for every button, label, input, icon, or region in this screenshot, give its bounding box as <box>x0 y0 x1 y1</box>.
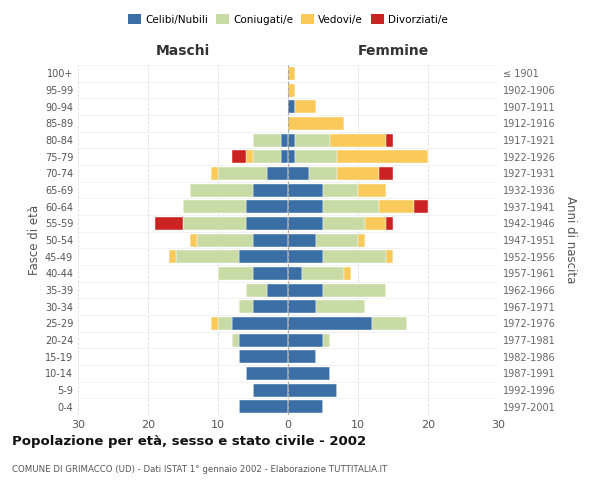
Bar <box>190 184 253 196</box>
Bar <box>330 134 386 146</box>
Bar <box>323 334 330 346</box>
Bar <box>246 200 288 213</box>
Bar <box>253 134 281 146</box>
Bar <box>288 250 323 263</box>
Bar <box>288 267 302 280</box>
Bar <box>183 200 246 213</box>
Bar <box>218 267 253 280</box>
Bar <box>239 400 288 413</box>
Bar <box>239 300 253 313</box>
Bar <box>288 84 295 96</box>
Bar <box>323 217 365 230</box>
Bar <box>379 200 414 213</box>
Bar <box>288 234 316 246</box>
Bar <box>337 167 379 180</box>
Bar <box>267 167 288 180</box>
Bar <box>155 217 183 230</box>
Text: Popolazione per età, sesso e stato civile - 2002: Popolazione per età, sesso e stato civil… <box>12 435 366 448</box>
Bar <box>197 234 253 246</box>
Bar <box>323 184 358 196</box>
Bar <box>288 334 323 346</box>
Bar <box>288 284 323 296</box>
Bar <box>169 250 176 263</box>
Bar <box>239 350 288 363</box>
Bar <box>253 184 288 196</box>
Bar <box>288 184 323 196</box>
Bar <box>183 217 246 230</box>
Bar <box>414 200 428 213</box>
Bar <box>323 250 386 263</box>
Bar <box>288 117 344 130</box>
Bar <box>288 350 316 363</box>
Text: COMUNE DI GRIMACCO (UD) - Dati ISTAT 1° gennaio 2002 - Elaborazione TUTTITALIA.I: COMUNE DI GRIMACCO (UD) - Dati ISTAT 1° … <box>12 465 387 474</box>
Bar <box>253 267 288 280</box>
Bar <box>288 300 316 313</box>
Bar <box>211 317 218 330</box>
Bar <box>295 134 330 146</box>
Bar <box>288 200 323 213</box>
Bar <box>288 317 372 330</box>
Bar <box>253 300 288 313</box>
Bar <box>386 134 393 146</box>
Text: Femmine: Femmine <box>358 44 428 59</box>
Bar <box>288 384 337 396</box>
Bar <box>295 150 337 163</box>
Bar <box>218 167 267 180</box>
Bar <box>288 67 295 80</box>
Y-axis label: Fasce di età: Fasce di età <box>28 205 41 275</box>
Bar <box>323 284 386 296</box>
Bar <box>288 134 295 146</box>
Legend: Celibi/Nubili, Coniugati/e, Vedovi/e, Divorziati/e: Celibi/Nubili, Coniugati/e, Vedovi/e, Di… <box>124 10 452 29</box>
Bar <box>211 167 218 180</box>
Bar <box>281 150 288 163</box>
Bar <box>386 250 393 263</box>
Bar <box>218 317 232 330</box>
Bar <box>295 100 316 113</box>
Bar <box>288 367 330 380</box>
Bar <box>344 267 351 280</box>
Bar <box>232 334 239 346</box>
Bar <box>288 400 323 413</box>
Bar <box>309 167 337 180</box>
Text: Maschi: Maschi <box>156 44 210 59</box>
Bar <box>372 317 407 330</box>
Bar <box>386 217 393 230</box>
Bar <box>246 217 288 230</box>
Bar <box>288 167 309 180</box>
Bar <box>232 317 288 330</box>
Bar <box>323 200 379 213</box>
Bar <box>365 217 386 230</box>
Bar <box>253 384 288 396</box>
Bar <box>358 184 386 196</box>
Bar <box>316 234 358 246</box>
Bar <box>302 267 344 280</box>
Bar <box>281 134 288 146</box>
Bar <box>316 300 365 313</box>
Bar <box>246 150 253 163</box>
Bar <box>176 250 239 263</box>
Bar <box>232 150 246 163</box>
Bar <box>239 334 288 346</box>
Bar <box>253 150 281 163</box>
Bar <box>253 234 288 246</box>
Bar <box>190 234 197 246</box>
Bar <box>246 284 267 296</box>
Bar <box>267 284 288 296</box>
Bar <box>379 167 393 180</box>
Bar <box>288 217 323 230</box>
Y-axis label: Anni di nascita: Anni di nascita <box>564 196 577 284</box>
Bar <box>337 150 428 163</box>
Bar <box>288 100 295 113</box>
Bar <box>239 250 288 263</box>
Bar <box>246 367 288 380</box>
Bar <box>288 150 295 163</box>
Bar <box>358 234 365 246</box>
